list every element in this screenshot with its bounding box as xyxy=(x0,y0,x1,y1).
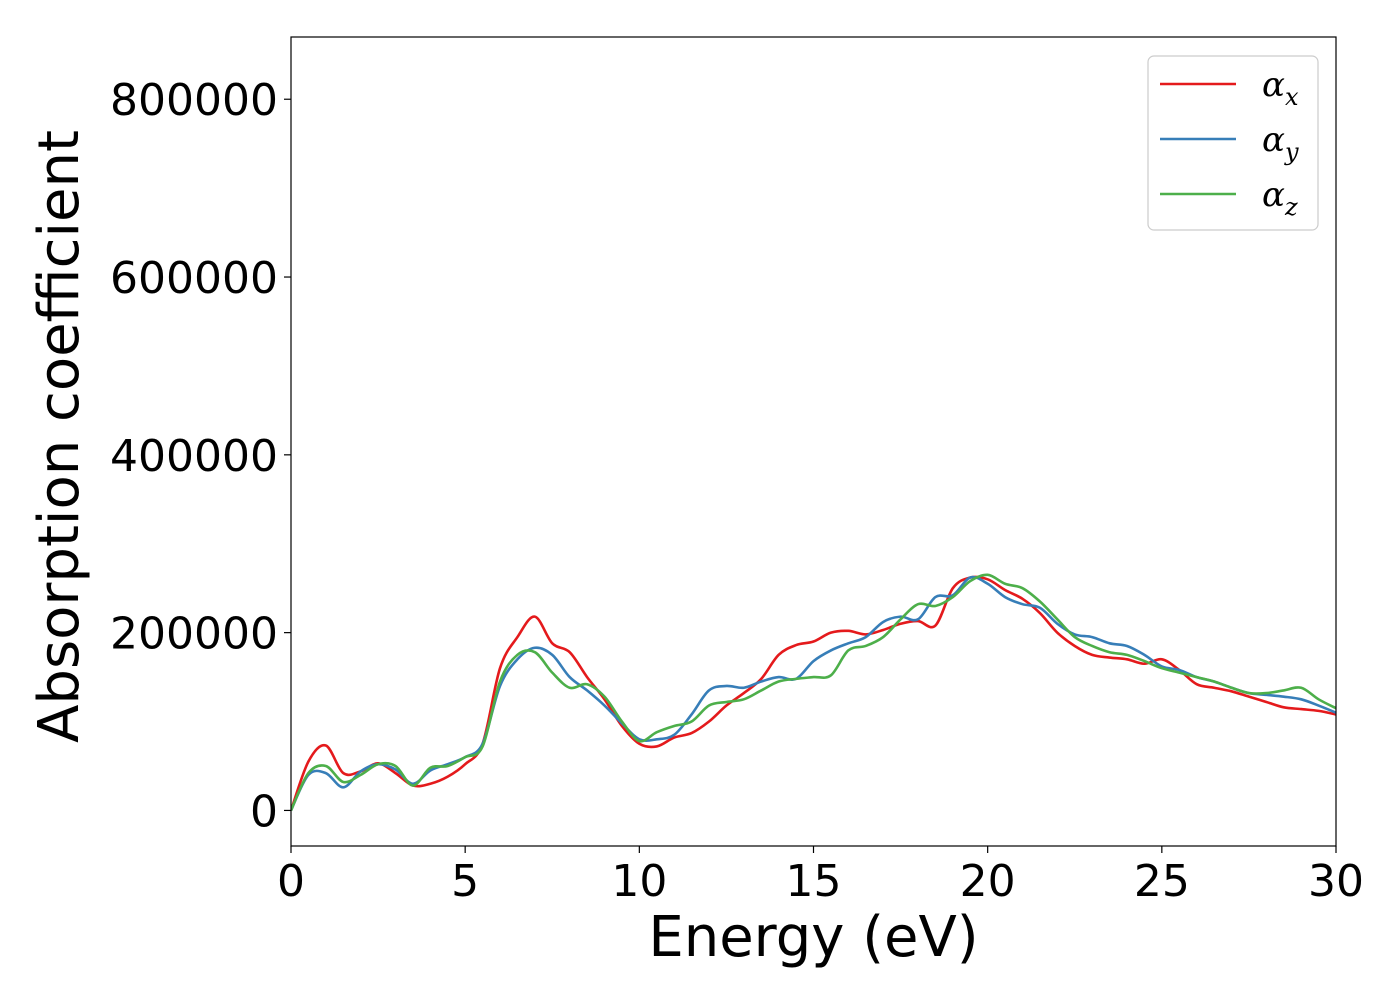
x-tick-label: 15 xyxy=(786,856,842,907)
y-axis-title: Absorption coefficient xyxy=(27,130,92,743)
y-axis: 0 200000 400000 600000 800000 xyxy=(110,75,291,837)
y-tick-label: 600000 xyxy=(110,253,278,304)
x-tick-label: 5 xyxy=(451,856,479,907)
x-tick-label: 10 xyxy=(611,856,667,907)
x-tick-label: 0 xyxy=(277,856,305,907)
y-tick-label: 0 xyxy=(250,786,278,837)
plot-frame xyxy=(290,36,1337,847)
legend-box xyxy=(1147,55,1319,231)
legend: αx αy αz xyxy=(1147,55,1319,231)
x-tick-label: 25 xyxy=(1134,856,1190,907)
x-tick-label: 20 xyxy=(960,856,1016,907)
plot-area xyxy=(291,573,1336,812)
series-line-x xyxy=(291,575,1336,811)
y-tick-label: 200000 xyxy=(110,609,278,660)
y-tick-label: 400000 xyxy=(110,431,278,482)
legend-label-x: αx xyxy=(1262,65,1299,111)
legend-label-y: αy xyxy=(1262,120,1299,166)
legend-label-z: αz xyxy=(1262,175,1298,221)
x-axis-title: Energy (eV) xyxy=(648,905,978,970)
series-line-z xyxy=(291,573,1336,811)
x-tick-label: 30 xyxy=(1308,856,1364,907)
y-tick-label: 800000 xyxy=(110,75,278,126)
x-axis: 0 5 10 15 20 25 30 xyxy=(277,846,1364,907)
